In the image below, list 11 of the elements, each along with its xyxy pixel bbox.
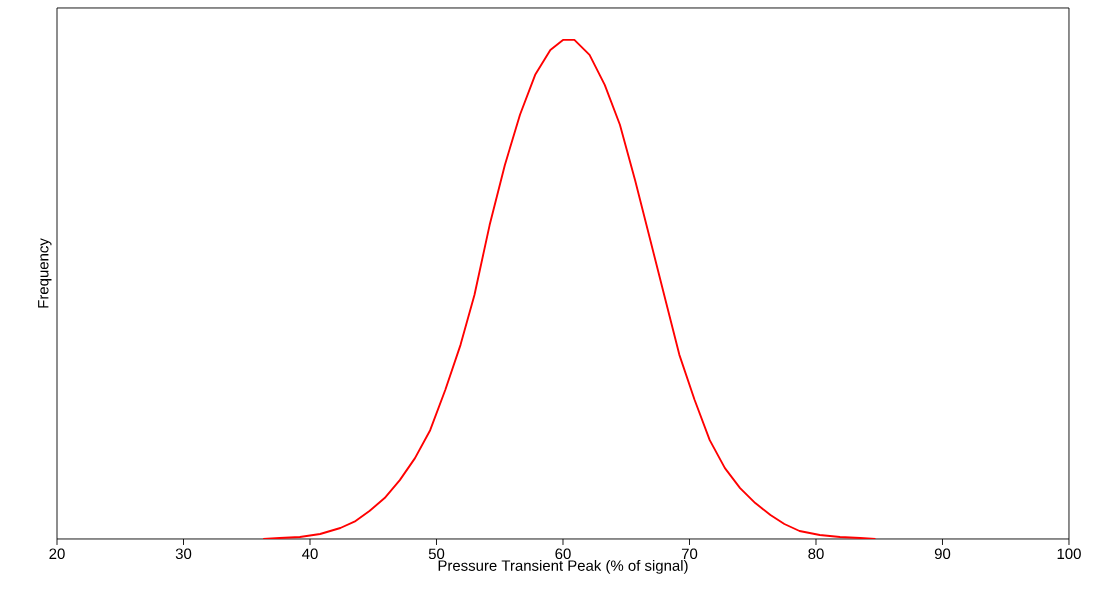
x-tick-label: 30 <box>175 548 192 560</box>
x-tick-label: 40 <box>302 548 318 560</box>
x-tick-label: 60 <box>555 548 571 560</box>
x-tick-label: 90 <box>934 548 951 560</box>
x-axis-title: Pressure Transient Peak (% of signal) <box>438 559 688 574</box>
y-axis-title: Frequency <box>38 238 52 308</box>
x-tick-label: 50 <box>428 548 445 560</box>
x-tick-label: 70 <box>681 548 698 560</box>
x-tick-label: 100 <box>1057 548 1081 560</box>
x-tick-label: 20 <box>49 548 65 560</box>
x-tick-label: 80 <box>808 548 824 560</box>
